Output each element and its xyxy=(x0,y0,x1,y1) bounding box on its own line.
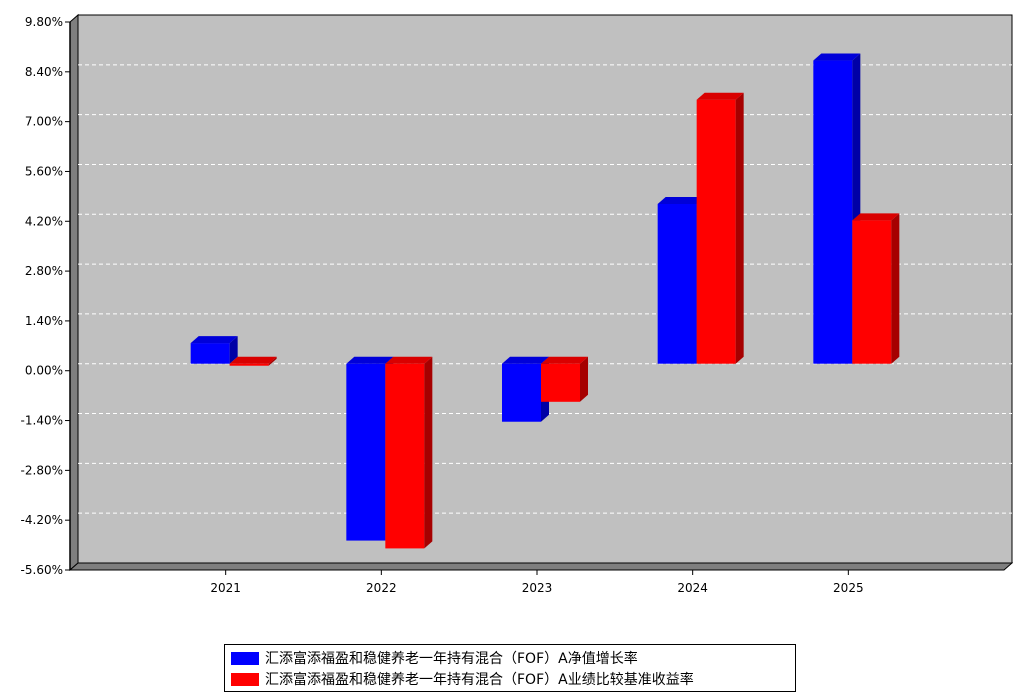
floor xyxy=(68,562,1013,571)
bar-2025-nav xyxy=(813,53,861,364)
y-tick-label: 9.80% xyxy=(25,15,63,29)
bar-front xyxy=(657,203,697,364)
y-tick-label: -4.20% xyxy=(21,513,63,527)
bar-2025-benchmark xyxy=(852,213,900,364)
bar-top xyxy=(813,53,861,61)
bar-2022-benchmark xyxy=(385,356,433,549)
y-tick-label: 1.40% xyxy=(25,314,63,328)
bar-2021-benchmark xyxy=(229,356,277,366)
bar-top xyxy=(696,92,744,100)
bar-front xyxy=(696,99,736,364)
y-tick-label: 2.80% xyxy=(25,264,63,278)
legend-label-nav-growth: 汇添富添福盈和稳健养老一年持有混合（FOF）A净值增长率 xyxy=(265,651,638,667)
y-tick-label: 8.40% xyxy=(25,65,63,79)
left-wall xyxy=(69,13,79,572)
y-tick-label: 0.00% xyxy=(25,364,63,378)
x-tick-label-2025: 2025 xyxy=(833,581,864,595)
bar-top xyxy=(502,356,549,364)
bar-side xyxy=(580,356,588,402)
legend-label-benchmark: 汇添富添福盈和稳健养老一年持有混合（FOF）A业绩比较基准收益率 xyxy=(265,672,694,688)
bar-chart: 9.80% 8.40% 7.00% 5.60% 4.20% 2.80% 1.40% 0.00%… xyxy=(21,13,1013,595)
bar-top xyxy=(852,213,900,221)
bar-front xyxy=(852,220,892,364)
bar-front xyxy=(229,363,269,366)
bar-side xyxy=(229,336,238,364)
bar-side xyxy=(424,356,433,549)
bar-top xyxy=(190,336,238,344)
legend-swatch-blue xyxy=(231,651,259,665)
bar-side xyxy=(268,356,277,366)
y-tick-label: 4.20% xyxy=(25,214,63,228)
bar-top xyxy=(541,356,588,364)
bar-top xyxy=(385,356,433,364)
bar-front xyxy=(813,60,853,364)
x-tick-label-2022: 2022 xyxy=(366,581,397,595)
y-tick-label: -5.60% xyxy=(21,563,63,577)
bar-front xyxy=(190,343,230,364)
bar-front xyxy=(346,363,386,541)
legend-item-benchmark: 汇添富添福盈和稳健养老一年持有混合（FOF）A业绩比较基准收益率 xyxy=(231,669,694,689)
bar-front xyxy=(385,363,425,549)
x-tick-label-2021: 2021 xyxy=(210,581,241,595)
bar-top xyxy=(346,356,394,364)
bar-top xyxy=(229,356,277,364)
bar-side xyxy=(891,213,900,364)
bar-top xyxy=(657,196,705,204)
x-tick-label-2024: 2024 xyxy=(677,581,708,595)
bar-2021-nav xyxy=(190,336,238,364)
bar-2023-benchmark xyxy=(541,356,588,402)
y-tick-label: -2.80% xyxy=(21,463,63,477)
bar-2024-benchmark xyxy=(696,92,744,364)
y-tick-label: 5.60% xyxy=(25,164,63,178)
x-tick-label-2023: 2023 xyxy=(522,581,553,595)
bar-side xyxy=(735,92,744,364)
y-tick-label: -1.40% xyxy=(21,414,63,428)
y-tick-label: 7.00% xyxy=(25,115,63,129)
legend-swatch-red xyxy=(231,672,259,686)
legend-item-nav-growth: 汇添富添福盈和稳健养老一年持有混合（FOF）A净值增长率 xyxy=(231,648,638,668)
legend: 汇添富添福盈和稳健养老一年持有混合（FOF）A净值增长率 汇添富添福盈和稳健养老… xyxy=(224,644,796,692)
bar-front xyxy=(541,363,580,402)
bar-front xyxy=(502,363,541,422)
